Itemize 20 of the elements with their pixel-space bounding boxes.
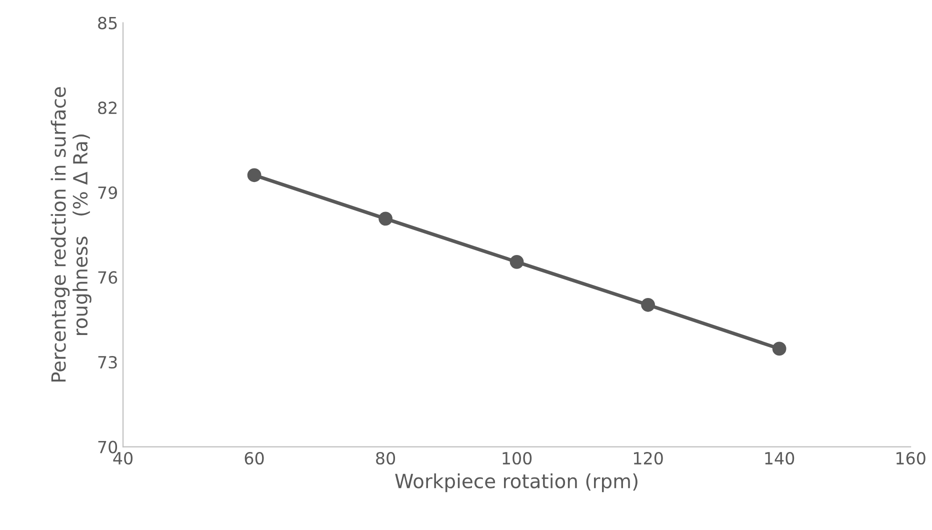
x-tick-label: 80 [376,452,396,465]
x-tick-label: 100 [502,452,532,465]
point [641,298,655,312]
x-axis-title: Workpiece rotation (rpm) [395,473,638,492]
point [378,212,392,226]
x-tick-label: 40 [113,452,133,465]
y-tick-label: 82 [98,102,116,114]
x-tick-label: 160 [896,452,926,465]
x-tick-label: 60 [244,452,264,465]
x-tick-label: 140 [765,452,794,465]
x-tick-label: 120 [634,452,663,465]
y-axis-title: Percentage redction in surface roughness (% Δ Ra) [50,87,92,382]
y-tick-label: 76 [98,271,118,284]
y-tick-label: 73 [98,356,117,369]
point [510,254,524,269]
y-tick-label: 70 [98,440,118,454]
y-tick-label: 85 [98,16,117,30]
y-tick-label: 79 [98,186,117,199]
point [772,342,786,356]
point [247,168,262,182]
